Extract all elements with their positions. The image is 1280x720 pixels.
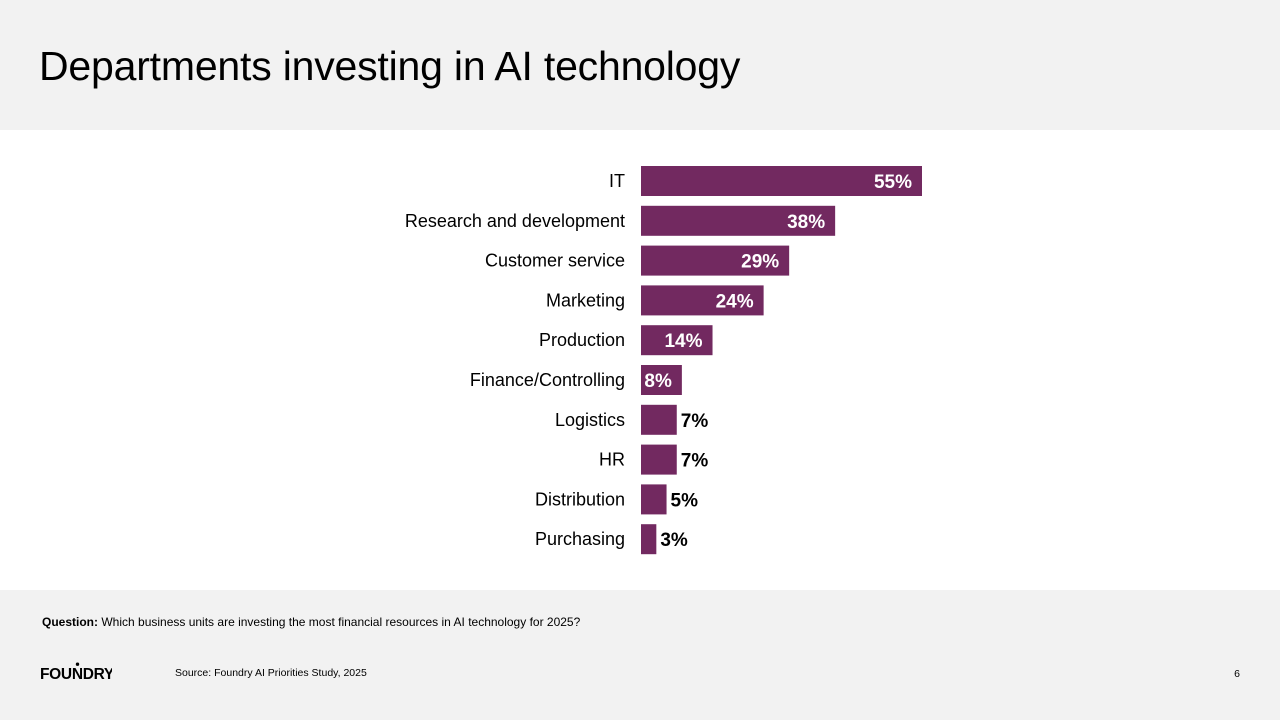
value-label-hr: 7%	[681, 451, 709, 472]
page-number: 6	[1234, 668, 1240, 680]
bar-chart-svg: IT 55% Research and development 38% Customer…	[405, 166, 922, 555]
bar-production	[641, 325, 713, 356]
value-label-customer-service: 29%	[741, 252, 779, 273]
footer-panel: Question: Which business units are inves…	[0, 590, 1280, 720]
question-label: Question:	[42, 615, 98, 629]
bar-marketing	[641, 285, 764, 316]
value-label-purchasing: 3%	[660, 530, 688, 551]
value-label-it: 55%	[874, 172, 912, 193]
source-note: Source: Foundry AI Priorities Study, 202…	[175, 667, 367, 679]
bar-chart: IT 55% Research and development 38% Customer…	[0, 130, 1280, 590]
question-note: Question: Which business units are inves…	[42, 615, 580, 629]
foundry-logo: FOUNDRY	[40, 662, 112, 682]
bar-it	[641, 166, 922, 196]
header-panel: Departments investing in AI technology	[0, 0, 1280, 130]
category-label-customer-service: Customer service	[485, 251, 625, 271]
bar-customer-service	[641, 245, 790, 276]
bar-purchasing	[641, 524, 657, 555]
value-label-production: 14%	[664, 331, 702, 352]
value-label-finance-controlling: 8%	[644, 371, 672, 392]
category-label-finance-controlling: Finance/Controlling	[470, 370, 625, 390]
category-label-research-and-development: Research and development	[405, 211, 625, 231]
category-label-it: IT	[609, 171, 625, 191]
bar-hr	[641, 444, 677, 475]
svg-text:FOUNDRY: FOUNDRY	[40, 666, 112, 682]
question-text: Which business units are investing the m…	[101, 615, 581, 629]
category-label-hr: HR	[599, 450, 625, 470]
value-label-research-and-development: 38%	[787, 212, 825, 233]
category-label-distribution: Distribution	[535, 489, 625, 509]
value-label-logistics: 7%	[681, 411, 709, 432]
bar-research-and-development	[641, 205, 836, 236]
category-label-marketing: Marketing	[546, 290, 625, 310]
bar-logistics	[641, 404, 677, 435]
bar-distribution	[641, 484, 667, 515]
category-label-logistics: Logistics	[555, 410, 625, 430]
value-label-distribution: 5%	[671, 490, 699, 511]
category-label-production: Production	[539, 330, 625, 350]
value-label-marketing: 24%	[716, 291, 754, 312]
bar-finance-controlling	[641, 365, 682, 395]
page-title: Departments investing in AI technology	[39, 43, 741, 89]
category-label-purchasing: Purchasing	[535, 529, 625, 549]
